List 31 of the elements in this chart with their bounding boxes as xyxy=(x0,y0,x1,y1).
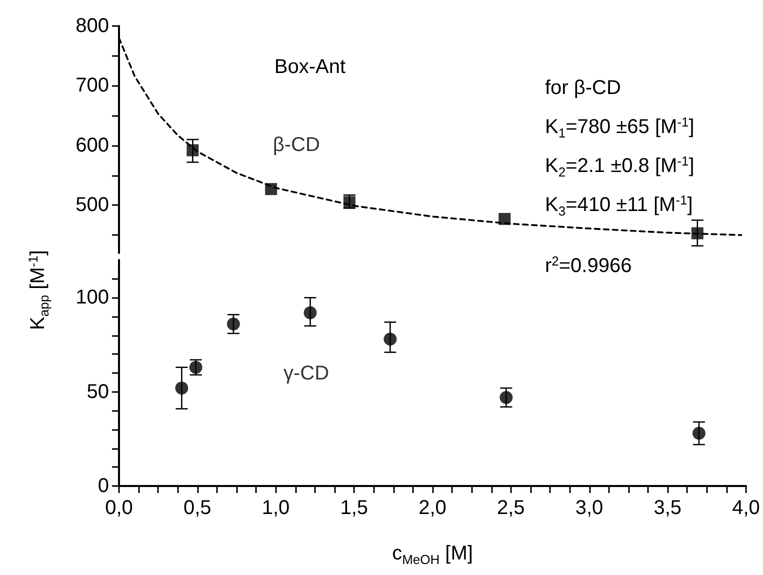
point xyxy=(691,227,704,240)
y-tick-label: 800 xyxy=(76,15,109,37)
point xyxy=(186,144,199,156)
y-axis-title: Kapp [M-1] xyxy=(26,250,52,330)
x-tick-label: 2,0 xyxy=(418,497,446,519)
point xyxy=(384,332,397,346)
x-tick-label: 3,5 xyxy=(654,497,682,519)
y-tick-label: 700 xyxy=(76,74,109,97)
y-tick-label: 600 xyxy=(76,134,109,156)
x-tick-label: 4,0 xyxy=(732,497,760,519)
y-tick-label: 100 xyxy=(76,286,109,309)
point xyxy=(500,390,513,404)
text: γ-CD xyxy=(283,362,330,385)
x-tick-label: 1,0 xyxy=(262,497,290,519)
annotation: Box-Ant xyxy=(274,56,346,78)
y-tick-label: 0 xyxy=(98,475,109,497)
x-tick-label: 0,5 xyxy=(183,497,212,519)
x-tick-label: 1,5 xyxy=(340,497,368,519)
x-tick-label: 2,5 xyxy=(496,497,525,519)
point xyxy=(304,306,317,320)
x-tick-label: 0,0 xyxy=(105,497,133,519)
y-tick-label: 500 xyxy=(76,194,109,216)
point xyxy=(265,183,278,196)
point xyxy=(175,382,188,395)
series-label: β-CD xyxy=(272,134,320,156)
annotation: for β-CD xyxy=(545,77,621,99)
point xyxy=(226,318,240,331)
point xyxy=(498,212,511,225)
point xyxy=(692,426,706,440)
x-tick-label: 3,0 xyxy=(575,497,604,519)
y-tick-label: 50 xyxy=(86,380,109,403)
